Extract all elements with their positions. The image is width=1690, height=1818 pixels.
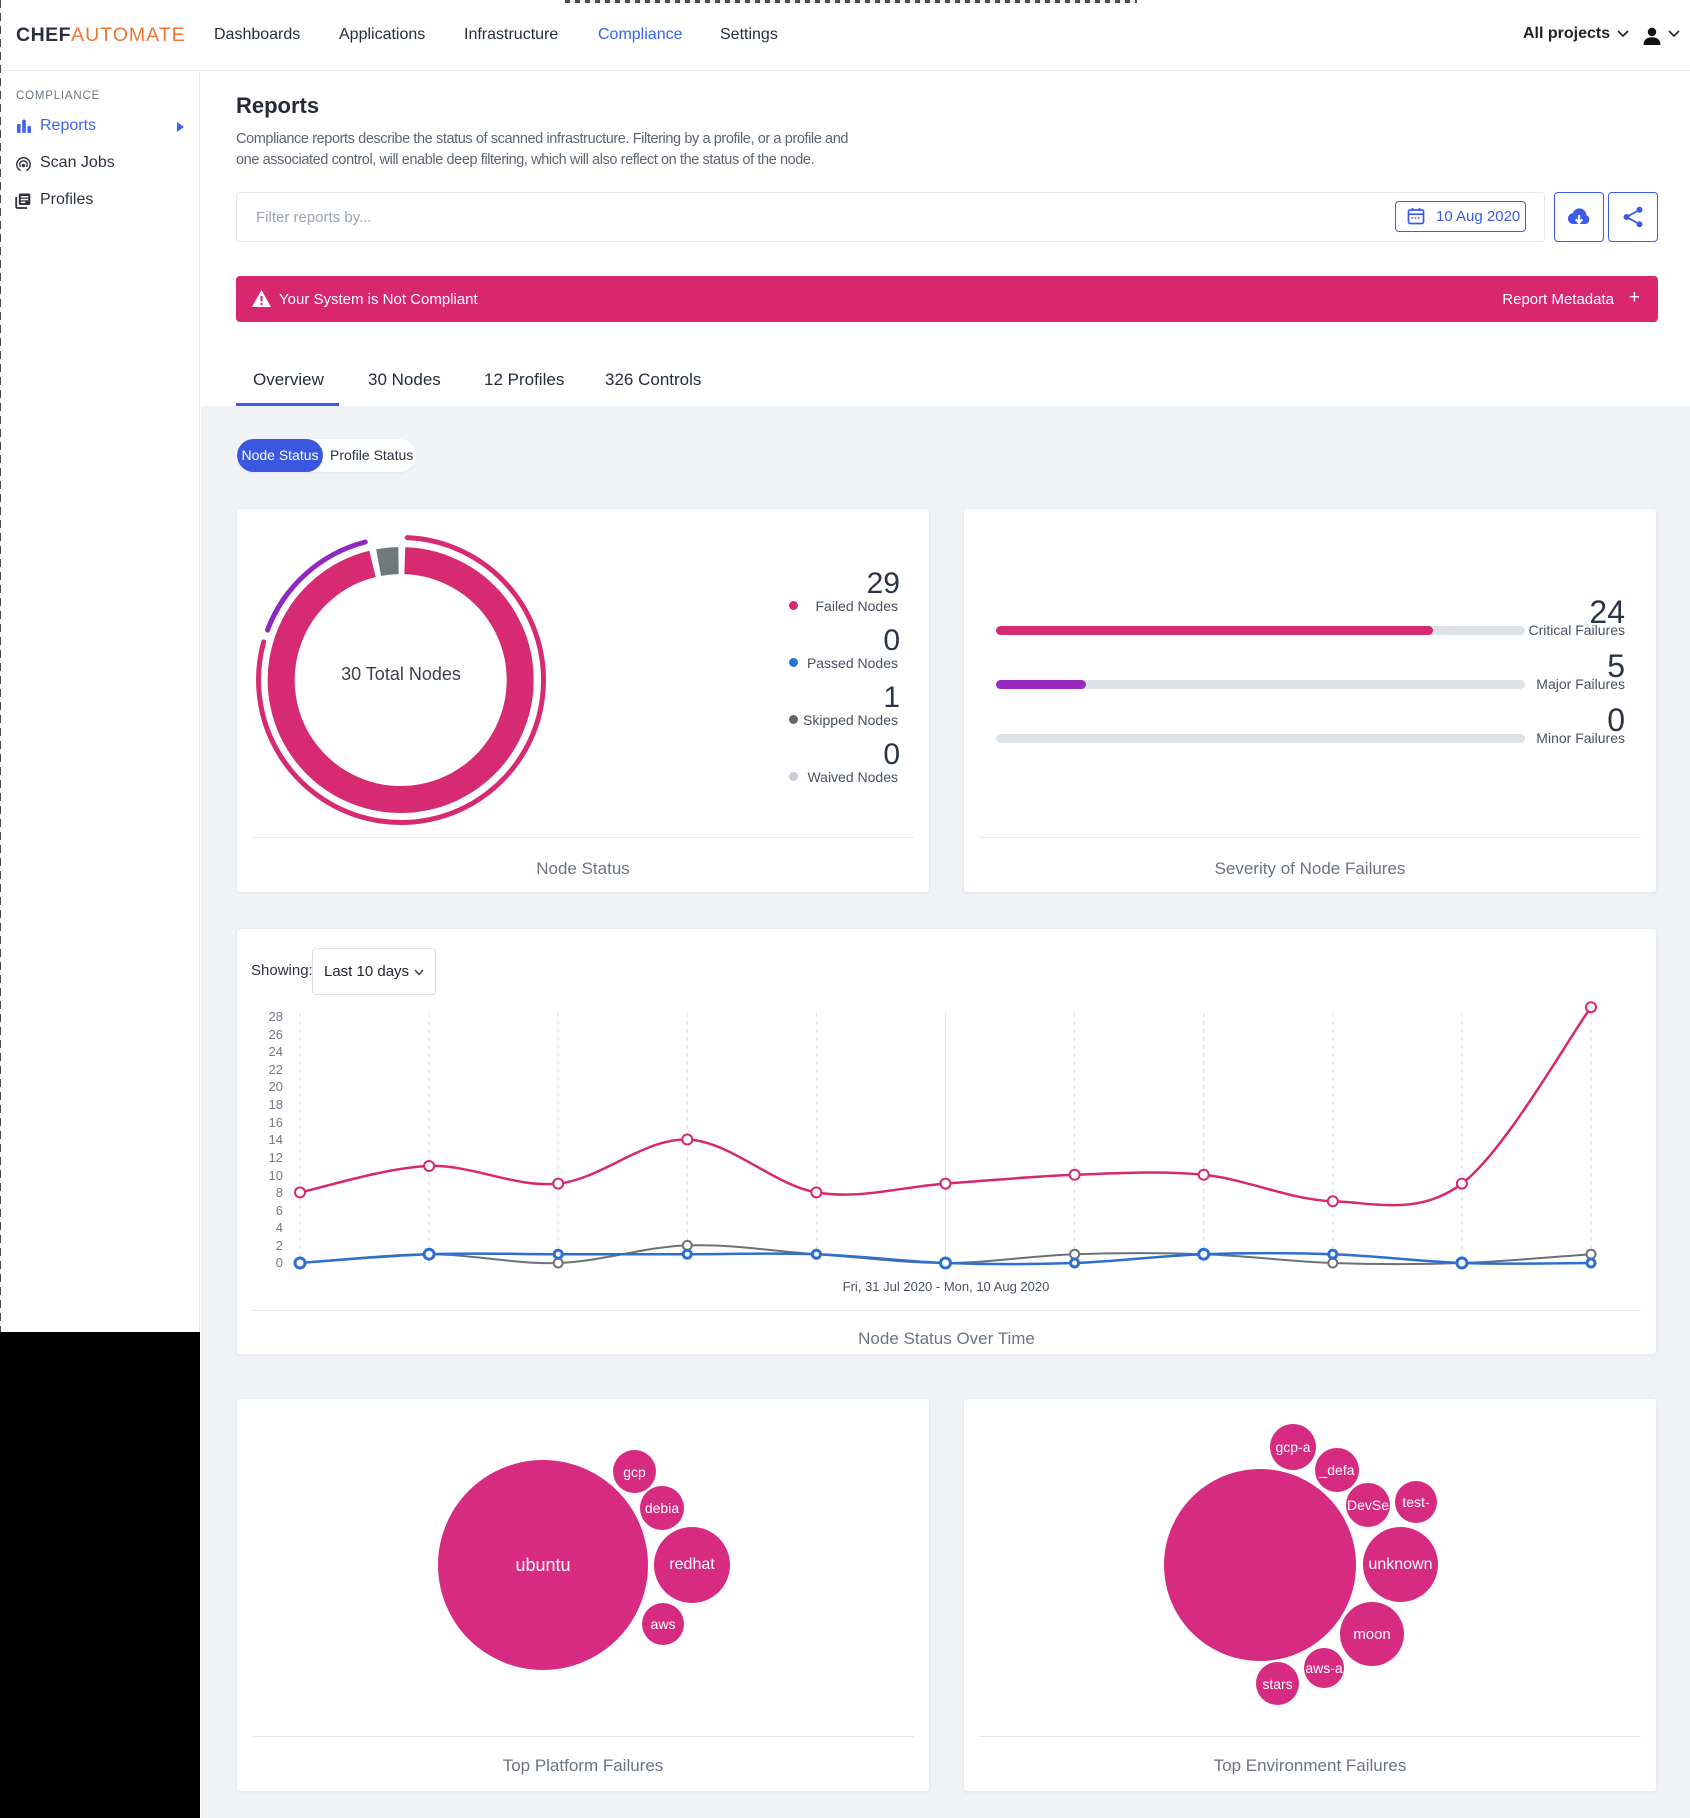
svg-text:16: 16 — [269, 1115, 283, 1130]
svg-text:4: 4 — [276, 1220, 283, 1235]
svg-text:Fri, 31 Jul 2020 - Mon, 10 Aug: Fri, 31 Jul 2020 - Mon, 10 Aug 2020 — [843, 1279, 1050, 1294]
svg-text:28: 28 — [269, 1009, 283, 1024]
svg-text:14: 14 — [269, 1132, 283, 1147]
svg-text:0: 0 — [276, 1255, 283, 1270]
svg-text:26: 26 — [269, 1027, 283, 1042]
svg-text:8: 8 — [276, 1185, 283, 1200]
svg-text:6: 6 — [276, 1203, 283, 1218]
svg-text:12: 12 — [269, 1150, 283, 1165]
svg-text:20: 20 — [269, 1079, 283, 1094]
svg-text:24: 24 — [269, 1044, 283, 1059]
svg-text:22: 22 — [269, 1062, 283, 1077]
svg-text:18: 18 — [269, 1097, 283, 1112]
svg-text:30 Total Nodes: 30 Total Nodes — [341, 664, 461, 684]
svg-text:2: 2 — [276, 1238, 283, 1253]
svg-text:10: 10 — [269, 1168, 283, 1183]
